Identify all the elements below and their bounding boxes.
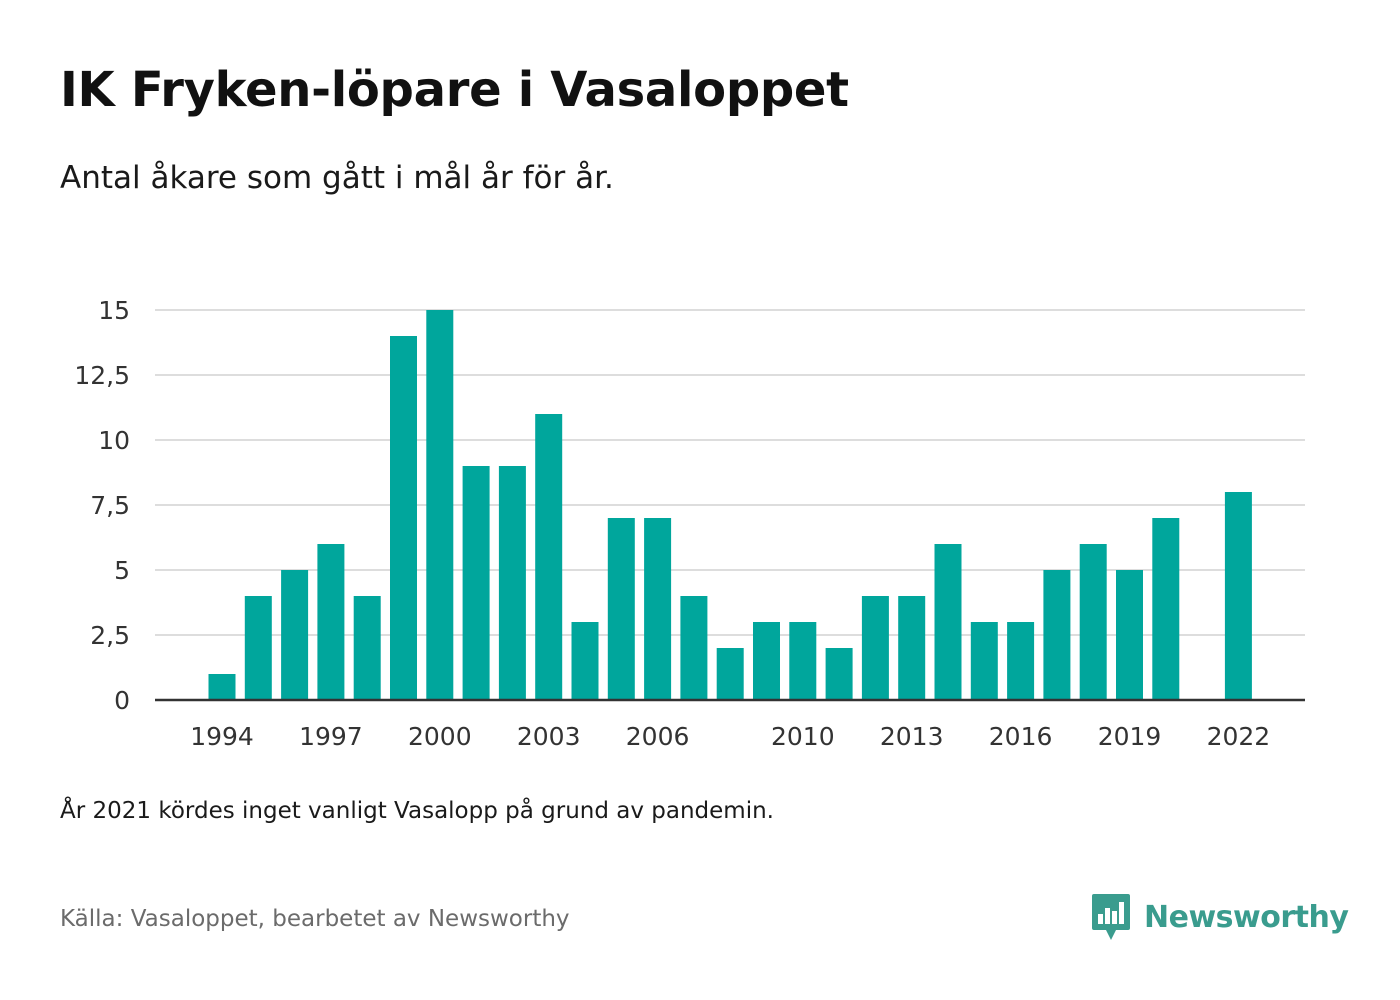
bar-2009 xyxy=(753,622,780,700)
chart-note: År 2021 kördes inget vanligt Vasalopp på… xyxy=(60,798,774,824)
x-tick-label: 2000 xyxy=(408,722,472,751)
bar-2003 xyxy=(535,414,563,700)
chart-subtitle: Antal åkare som gått i mål år för år. xyxy=(60,160,614,196)
x-tick-label: 2013 xyxy=(880,722,944,751)
x-tick-label: 2003 xyxy=(517,722,581,751)
y-tick-label: 12,5 xyxy=(74,361,130,390)
bar-2015 xyxy=(970,622,998,700)
bar-2002 xyxy=(498,466,526,700)
bar-2020 xyxy=(1152,518,1180,700)
bar-2011 xyxy=(825,648,853,700)
bar-2001 xyxy=(462,466,490,700)
bar-1995 xyxy=(244,596,272,700)
brand-name: Newsworthy xyxy=(1144,899,1349,935)
y-tick-label: 5 xyxy=(114,556,130,585)
y-tick-label: 0 xyxy=(114,686,130,715)
bar-2004 xyxy=(571,622,599,700)
y-tick-label: 7,5 xyxy=(90,491,130,520)
y-tick-label: 10 xyxy=(98,426,130,455)
x-tick-label: 2016 xyxy=(989,722,1053,751)
chart-title: IK Fryken-löpare i Vasaloppet xyxy=(60,62,849,118)
bar-2008 xyxy=(716,648,744,700)
bar-2016 xyxy=(1007,622,1035,700)
bar-2019 xyxy=(1116,570,1143,700)
bar-1997 xyxy=(317,544,345,700)
x-tick-label: 2006 xyxy=(626,722,690,751)
x-tick-label: 1994 xyxy=(190,722,254,751)
bar-2014 xyxy=(934,544,962,700)
bar-1999 xyxy=(390,336,417,700)
x-tick-label: 2022 xyxy=(1207,722,1271,751)
newsworthy-logo-icon xyxy=(1092,894,1130,940)
bar-2010 xyxy=(789,622,817,700)
bar-2007 xyxy=(680,596,708,700)
y-tick-label: 2,5 xyxy=(90,621,130,650)
bar-1996 xyxy=(281,570,309,700)
bar-2012 xyxy=(861,596,889,700)
newsworthy-logo: Newsworthy xyxy=(1090,892,1349,942)
bar-chart: 0 2,5 5 7,5 10 12,5 15 1994 1997 2000 2003 2006 2010… xyxy=(74,296,1305,751)
x-tick-label: 1997 xyxy=(299,722,363,751)
y-tick-label: 15 xyxy=(98,296,130,325)
source-credit: Källa: Vasaloppet, bearbetet av Newswort… xyxy=(60,906,570,932)
x-tick-label: 2019 xyxy=(1098,722,1162,751)
bar-1998 xyxy=(353,596,381,700)
x-tick-label: 2010 xyxy=(771,722,835,751)
bar-2000 xyxy=(426,310,454,700)
bar-2006 xyxy=(644,518,672,700)
bar-2013 xyxy=(898,596,926,700)
bar-2017 xyxy=(1043,570,1071,700)
bar-1994 xyxy=(208,674,236,700)
bar-2005 xyxy=(607,518,635,700)
bar-2022 xyxy=(1224,492,1252,700)
bar-2018 xyxy=(1079,544,1107,700)
